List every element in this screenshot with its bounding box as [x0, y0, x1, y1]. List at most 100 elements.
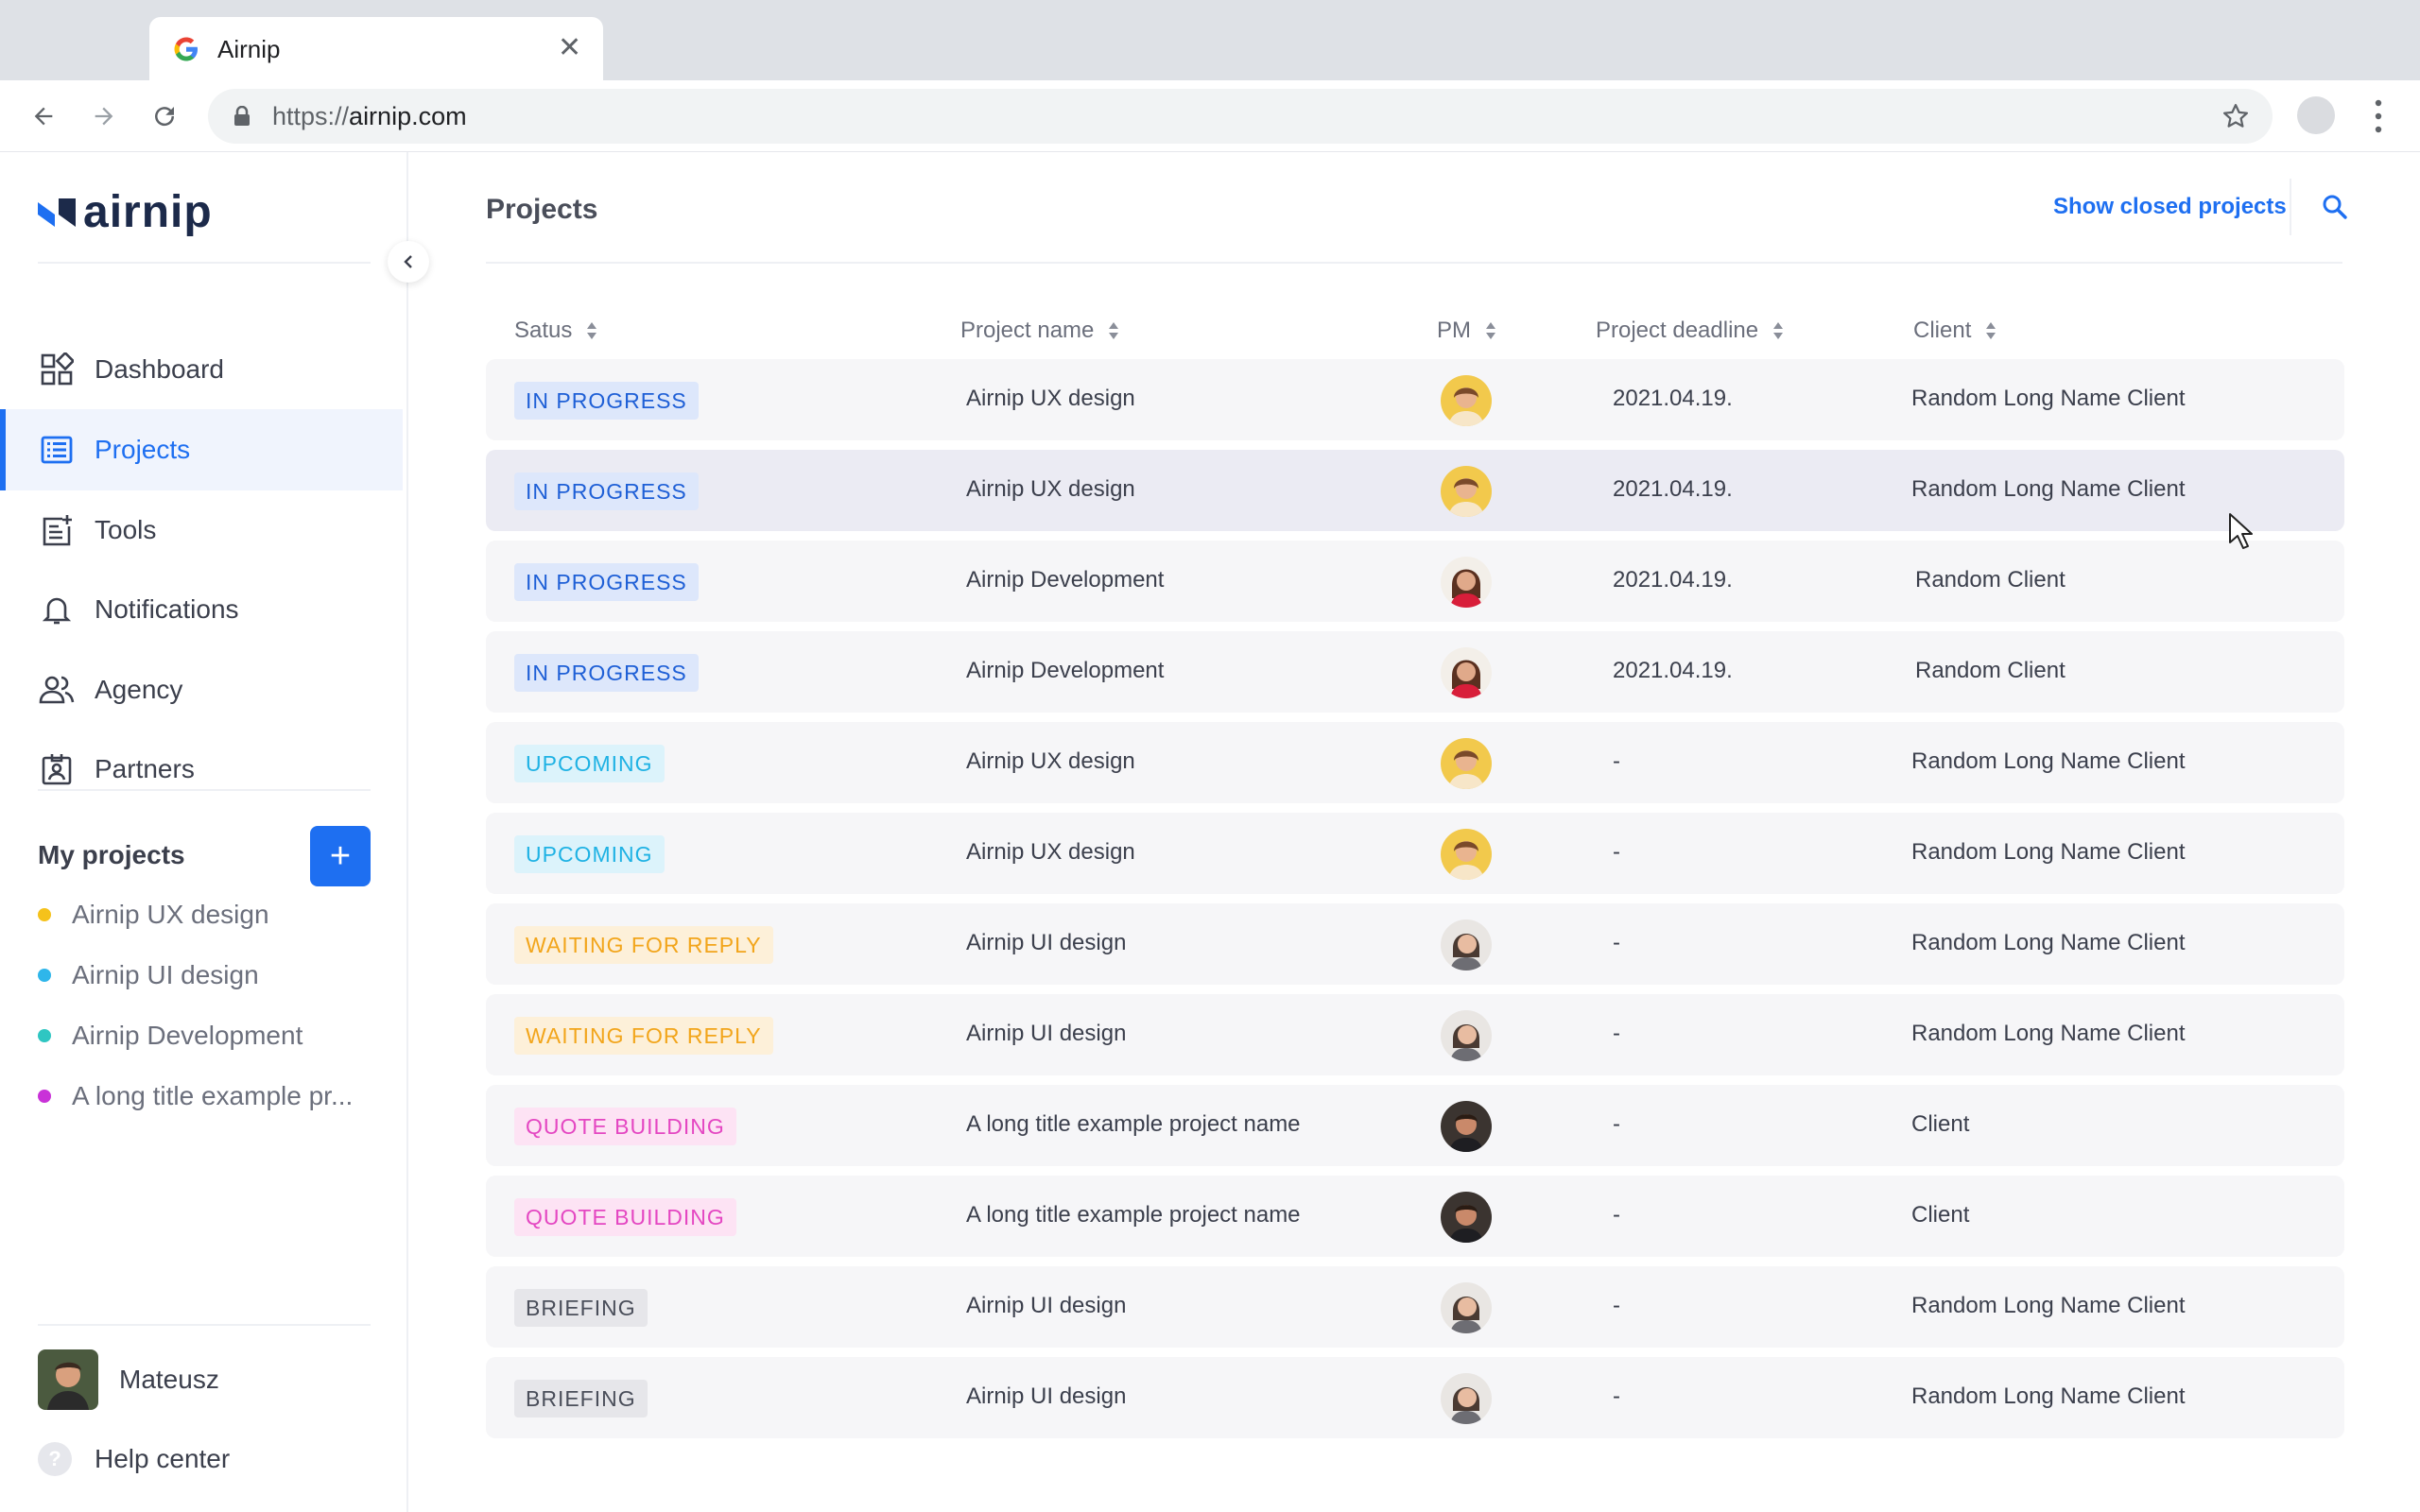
help-center-link[interactable]: ? Help center — [38, 1442, 230, 1476]
sidebar-item-dashboard[interactable]: Dashboard — [0, 329, 403, 410]
table-row[interactable]: IN PROGRESS Airnip UX design 2021.04.19. Ra… — [486, 359, 2344, 440]
reload-icon[interactable] — [146, 97, 183, 135]
my-project-label: Airnip UX design — [72, 900, 269, 929]
tab-title: Airnip — [217, 35, 281, 63]
sidebar-item-notifications[interactable]: Notifications — [0, 569, 403, 650]
sidebar-item-label: Tools — [95, 515, 157, 544]
sidebar-divider — [38, 789, 371, 791]
browser-menu-icon[interactable] — [2369, 95, 2388, 137]
table-row[interactable]: QUOTE BUILDING A long title example proje… — [486, 1085, 2344, 1166]
bookmark-star-icon[interactable] — [2221, 102, 2250, 130]
table-row[interactable]: QUOTE BUILDING A long title example proje… — [486, 1176, 2344, 1257]
column-header-pm[interactable]: PM — [1437, 318, 1497, 344]
table-row[interactable]: UPCOMING Airnip UX design - Random Long Nam… — [486, 813, 2344, 894]
logo[interactable]: airnip — [38, 186, 213, 238]
my-project-item[interactable]: Airnip UI design — [38, 960, 259, 990]
status-badge: WAITING FOR REPLY — [514, 926, 773, 964]
my-project-label: Airnip Development — [72, 1021, 303, 1050]
project-color-dot — [38, 1029, 51, 1042]
status-badge: IN PROGRESS — [514, 382, 699, 420]
column-header-label: Project name — [960, 318, 1095, 343]
my-project-item[interactable]: Airnip Development — [38, 1021, 302, 1051]
project-name-cell[interactable]: Airnip UI design — [966, 1021, 1127, 1046]
client-cell: Random Long Name Client — [1911, 1021, 2186, 1046]
status-badge: IN PROGRESS — [514, 472, 699, 510]
client-cell: Random Long Name Client — [1911, 476, 2186, 502]
mouse-cursor-icon — [2229, 513, 2253, 549]
sidebar-item-partners[interactable]: Partners — [0, 729, 403, 810]
sidebar-item-label: Partners — [95, 754, 195, 783]
my-project-label: Airnip UI design — [72, 960, 259, 989]
project-name-cell[interactable]: Airnip UI design — [966, 1293, 1127, 1318]
main-content: Projects Show closed projects Satus Proj… — [408, 152, 2420, 1512]
sidebar-item-tools[interactable]: Tools — [0, 490, 403, 571]
pm-avatar — [1441, 1010, 1492, 1061]
project-name-cell[interactable]: Airnip UI design — [966, 930, 1127, 955]
back-icon[interactable] — [25, 97, 62, 135]
client-cell: Random Long Name Client — [1911, 1383, 2186, 1409]
my-projects-title: My projects — [38, 840, 185, 869]
my-project-item[interactable]: Airnip UX design — [38, 900, 269, 930]
project-name-cell[interactable]: Airnip UI design — [966, 1383, 1127, 1409]
table-row[interactable]: WAITING FOR REPLY Airnip UI design - Random… — [486, 903, 2344, 985]
table-row[interactable]: IN PROGRESS Airnip Development 2021.04.19.… — [486, 631, 2344, 713]
table-row[interactable]: WAITING FOR REPLY Airnip UI design - Random… — [486, 994, 2344, 1075]
pm-avatar — [1441, 1192, 1492, 1243]
table-row[interactable]: BRIEFING Airnip UI design - Random Long Nam… — [486, 1357, 2344, 1438]
project-color-dot — [38, 1090, 51, 1103]
project-color-dot — [38, 969, 51, 982]
sort-icon — [1773, 322, 1784, 339]
pm-avatar — [1441, 647, 1492, 698]
profile-avatar-icon[interactable] — [2297, 96, 2335, 134]
pm-avatar — [1441, 738, 1492, 789]
sort-icon — [1486, 322, 1495, 339]
status-badge: UPCOMING — [514, 745, 665, 782]
sidebar-item-label: Agency — [95, 675, 183, 704]
my-project-label: A long title example pr... — [72, 1081, 354, 1110]
header-divider — [2290, 179, 2291, 235]
client-cell: Random Long Name Client — [1911, 839, 2186, 865]
browser-tab[interactable]: Airnip ✕ — [149, 17, 603, 80]
column-header-client[interactable]: Client — [1913, 318, 1997, 344]
table-row[interactable]: UPCOMING Airnip UX design - Random Long Nam… — [486, 722, 2344, 803]
add-project-button[interactable]: + — [310, 826, 371, 886]
project-name-cell[interactable]: Airnip UX design — [966, 748, 1135, 774]
table-row[interactable]: BRIEFING Airnip UI design - Random Long Nam… — [486, 1266, 2344, 1348]
project-name-cell[interactable]: Airnip Development — [966, 567, 1165, 593]
collapse-sidebar-button[interactable] — [388, 241, 429, 283]
project-name-cell[interactable]: A long title example project name — [966, 1202, 1301, 1228]
project-name-cell[interactable]: A long title example project name — [966, 1111, 1301, 1137]
project-name-cell[interactable]: Airnip UX design — [966, 839, 1135, 865]
project-name-cell[interactable]: Airnip Development — [966, 658, 1165, 683]
sort-icon — [1109, 322, 1119, 339]
column-header-label: Project deadline — [1596, 318, 1759, 343]
column-header-status[interactable]: Satus — [514, 318, 598, 344]
address-bar[interactable]: https://airnip.com — [208, 89, 2273, 144]
column-header-deadline[interactable]: Project deadline — [1596, 318, 1785, 344]
table-row[interactable]: IN PROGRESS Airnip Development 2021.04.19.… — [486, 541, 2344, 622]
user-profile[interactable]: Mateusz — [38, 1349, 219, 1410]
project-name-cell[interactable]: Airnip UX design — [966, 386, 1135, 411]
pm-avatar — [1441, 919, 1492, 971]
table-row[interactable]: IN PROGRESS Airnip UX design 2021.04.19. Ra… — [486, 450, 2344, 531]
user-name: Mateusz — [119, 1365, 219, 1394]
client-cell: Client — [1911, 1111, 1970, 1137]
deadline-cell: 2021.04.19. — [1613, 567, 1733, 593]
forward-icon[interactable] — [85, 97, 123, 135]
search-icon[interactable] — [2320, 192, 2350, 222]
status-badge: WAITING FOR REPLY — [514, 1017, 773, 1055]
sidebar-item-agency[interactable]: Agency — [0, 649, 403, 730]
lock-icon — [234, 106, 250, 126]
project-name-cell[interactable]: Airnip UX design — [966, 476, 1135, 502]
help-center-label: Help center — [95, 1444, 231, 1473]
deadline-cell: - — [1613, 1021, 1620, 1046]
my-project-item[interactable]: A long title example pr... — [38, 1081, 353, 1111]
sidebar-item-projects[interactable]: Projects — [0, 409, 403, 490]
column-header-project-name[interactable]: Project name — [960, 318, 1120, 344]
show-closed-projects-link[interactable]: Show closed projects — [2053, 194, 2287, 219]
pm-avatar — [1441, 1282, 1492, 1333]
sidebar-divider — [38, 262, 371, 264]
tab-close-icon[interactable]: ✕ — [558, 32, 582, 63]
client-cell: Random Client — [1915, 567, 2066, 593]
status-badge: BRIEFING — [514, 1380, 648, 1418]
